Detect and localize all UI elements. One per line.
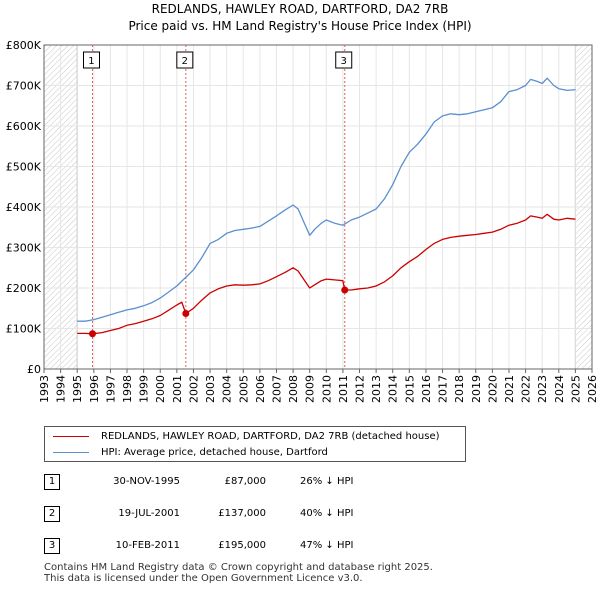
sale-price: £87,000 xyxy=(224,476,266,487)
legend-label-property: REDLANDS, HAWLEY ROAD, DARTFORD, DA2 7RB… xyxy=(101,430,440,442)
y-tick-label: £600K xyxy=(6,120,42,133)
sale-row: 2 19-JUL-2001 £137,000 40% ↓ HPI xyxy=(44,506,464,524)
sale-label-text: 2 xyxy=(182,56,188,67)
y-tick-label: £700K xyxy=(6,80,42,93)
x-tick-label: 2007 xyxy=(270,375,283,403)
legend-label-hpi: HPI: Average price, detached house, Dart… xyxy=(101,446,328,458)
x-tick-label: 2008 xyxy=(287,375,300,403)
x-tick-label: 1993 xyxy=(38,375,51,403)
y-tick-label: £0 xyxy=(27,363,41,376)
x-tick-label: 1998 xyxy=(121,375,134,403)
footer: Contains HM Land Registry data © Crown c… xyxy=(44,562,433,584)
x-tick-label: 2012 xyxy=(354,375,367,403)
sale-number-badge: 2 xyxy=(44,506,60,522)
x-tick-label: 2015 xyxy=(403,375,416,403)
x-tick-label: 2021 xyxy=(503,375,516,403)
x-tick-label: 2022 xyxy=(520,375,533,403)
sale-hpi-diff: 47% ↓ HPI xyxy=(300,540,354,551)
sale-point xyxy=(88,330,96,338)
sale-number-badge: 3 xyxy=(44,538,60,554)
sale-price: £137,000 xyxy=(218,508,266,519)
y-tick-label: £500K xyxy=(6,161,42,174)
x-tick-label: 2017 xyxy=(437,375,450,403)
x-tick-label: 2002 xyxy=(187,375,200,403)
sale-label-box xyxy=(335,51,353,69)
sale-label-text: 3 xyxy=(341,56,347,67)
y-tick-label: £100K xyxy=(6,323,42,336)
x-tick-label: 2014 xyxy=(387,375,400,403)
sale-point xyxy=(341,286,349,294)
y-tick-label: £400K xyxy=(6,201,42,214)
x-tick-label: 2023 xyxy=(536,375,549,403)
x-tick-label: 1997 xyxy=(104,375,117,403)
chart-legend: REDLANDS, HAWLEY ROAD, DARTFORD, DA2 7RB… xyxy=(44,426,466,462)
sale-point xyxy=(182,310,190,318)
legend-swatch-hpi xyxy=(53,451,89,453)
x-tick-label: 1999 xyxy=(138,375,151,403)
x-tick-label: 2005 xyxy=(237,375,250,403)
x-tick-label: 2001 xyxy=(171,375,184,403)
x-tick-label: 2009 xyxy=(304,375,317,403)
footer-licence: This data is licensed under the Open Gov… xyxy=(44,573,363,584)
series-line xyxy=(77,77,576,322)
x-tick-label: 2004 xyxy=(221,375,234,403)
x-tick-label: 2011 xyxy=(337,375,350,403)
plot-area xyxy=(43,44,593,370)
x-tick-label: 2019 xyxy=(470,375,483,403)
sale-row: 3 10-FEB-2011 £195,000 47% ↓ HPI xyxy=(44,538,464,556)
sale-date: 30-NOV-1995 xyxy=(113,476,180,487)
sale-row: 1 30-NOV-1995 £87,000 26% ↓ HPI xyxy=(44,474,464,492)
x-tick-label: 1995 xyxy=(71,375,84,403)
legend-swatch-property xyxy=(53,435,89,437)
legend-item-property: REDLANDS, HAWLEY ROAD, DARTFORD, DA2 7RB… xyxy=(53,429,440,443)
x-tick-label: 2020 xyxy=(486,375,499,403)
x-tick-label: 1996 xyxy=(88,375,101,403)
legend-item-hpi: HPI: Average price, detached house, Dart… xyxy=(53,445,328,459)
sale-hpi-diff: 26% ↓ HPI xyxy=(300,476,354,487)
x-tick-label: 2006 xyxy=(254,375,267,403)
x-tick-label: 2010 xyxy=(320,375,333,403)
sale-date: 19-JUL-2001 xyxy=(118,508,180,519)
footer-copyright: Contains HM Land Registry data © Crown c… xyxy=(44,562,433,573)
x-tick-label: 2025 xyxy=(569,375,582,403)
sale-price: £195,000 xyxy=(218,540,266,551)
sale-label-box xyxy=(176,51,194,69)
x-tick-label: 2013 xyxy=(370,375,383,403)
sale-date: 10-FEB-2011 xyxy=(115,540,180,551)
sale-label-text: 1 xyxy=(88,56,94,67)
sale-number-badge: 1 xyxy=(44,474,60,490)
x-tick-label: 2018 xyxy=(453,375,466,403)
y-tick-label: £300K xyxy=(6,242,42,255)
sale-label-box xyxy=(82,51,100,69)
y-tick-label: £200K xyxy=(6,282,42,295)
x-tick-label: 2024 xyxy=(553,375,566,403)
x-tick-label: 2003 xyxy=(204,375,217,403)
x-tick-label: 2000 xyxy=(154,375,167,403)
y-tick-label: £800K xyxy=(6,39,42,52)
chart-title: REDLANDS, HAWLEY ROAD, DARTFORD, DA2 7RB xyxy=(151,2,449,16)
chart-subtitle: Price paid vs. HM Land Registry's House … xyxy=(128,19,472,33)
price-chart: £0 £100K £200K £300K £400K £500K £600K £700K £80… xyxy=(6,39,599,403)
series-line xyxy=(77,213,576,335)
sale-hpi-diff: 40% ↓ HPI xyxy=(300,508,354,519)
x-tick-label: 2026 xyxy=(586,375,599,403)
x-tick-label: 2016 xyxy=(420,375,433,403)
x-tick-label: 1994 xyxy=(55,375,68,403)
